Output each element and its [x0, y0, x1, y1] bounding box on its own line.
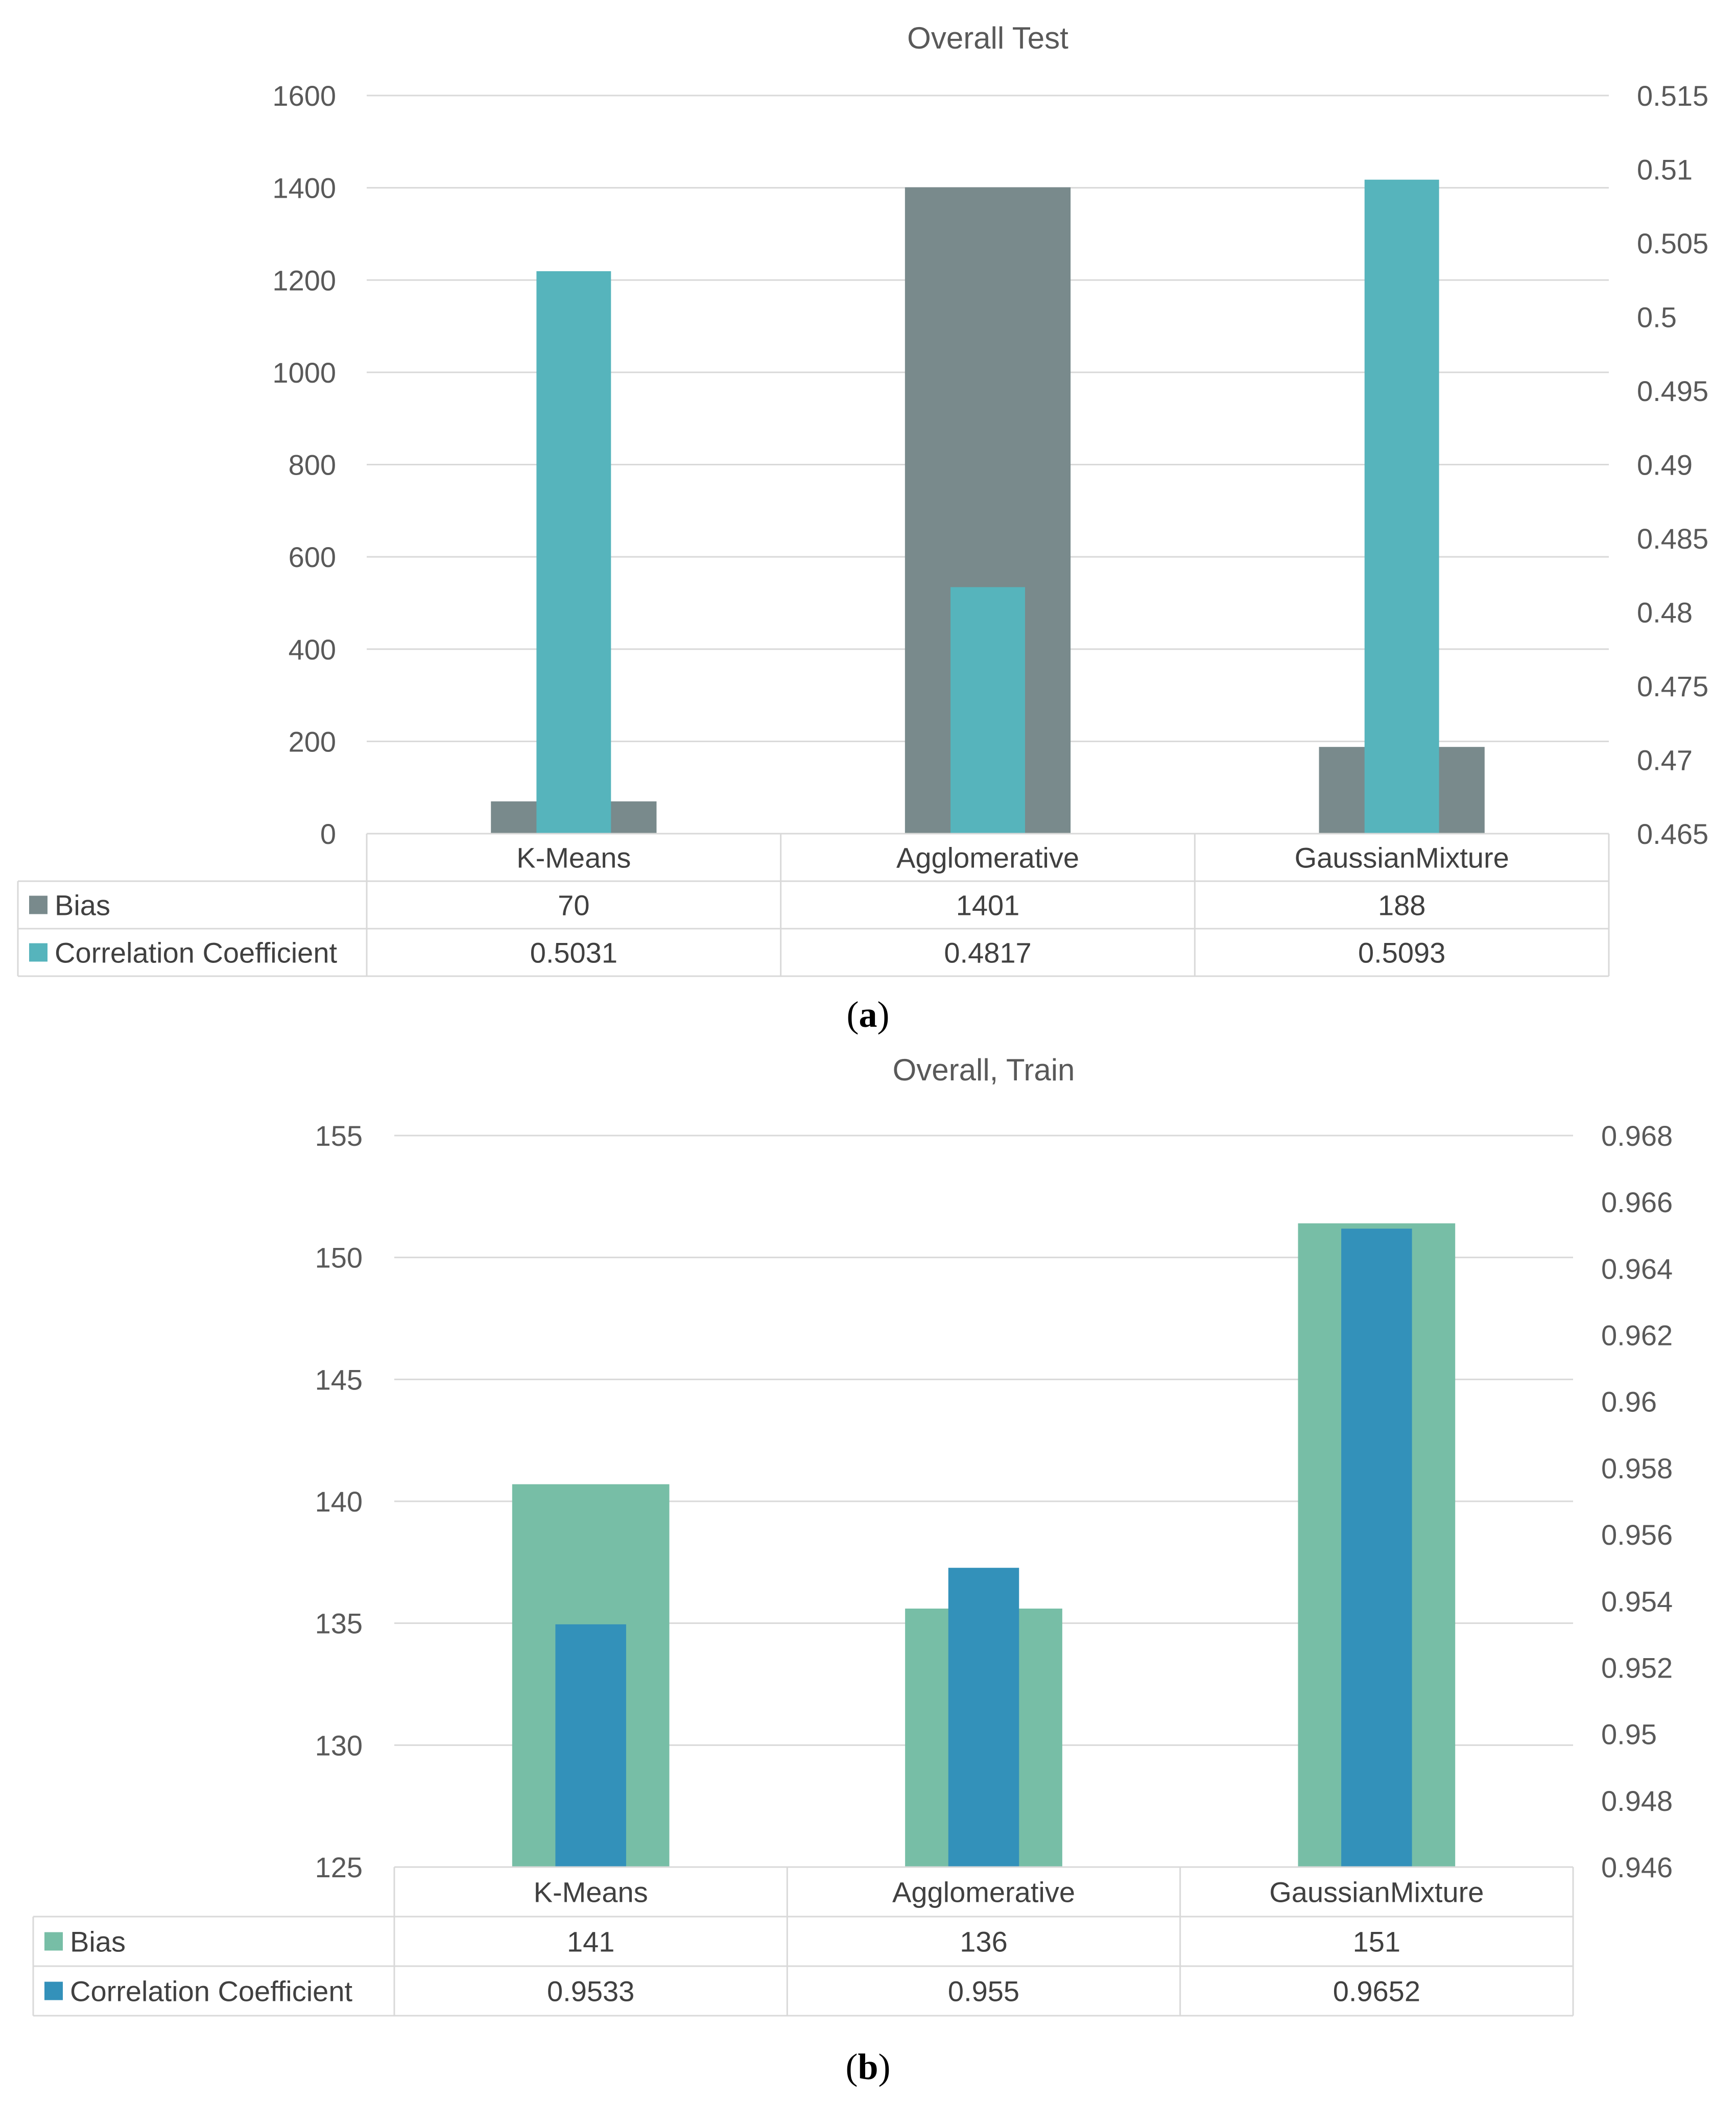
data-value-label: 0.9652: [1333, 1975, 1420, 2008]
right-axis-tick-label: 0.515: [1637, 80, 1708, 112]
data-value-label: 0.5031: [530, 937, 617, 969]
legend-swatch-correlation: [44, 1981, 63, 2000]
chart-b-svg: Overall, Train 125 130 135 140 145 150 155 0.946…: [32, 1053, 1673, 2017]
legend-swatch-bias: [29, 895, 47, 914]
data-value-label: 151: [1353, 1926, 1400, 1958]
data-value-label: 136: [960, 1926, 1007, 1958]
category-label: K-Means: [516, 842, 631, 874]
data-value-label: 0.955: [948, 1975, 1019, 2008]
caption-a: (a): [846, 994, 890, 1035]
left-axis-tick-label: 155: [315, 1120, 363, 1152]
left-axis-tick-label: 135: [315, 1608, 363, 1640]
caption-b: (b): [845, 2046, 891, 2087]
left-axis-tick-label: 1600: [272, 80, 336, 112]
category-label: GaussianMixture: [1295, 842, 1509, 874]
right-axis-tick-label: 0.5: [1637, 301, 1677, 334]
right-axis-tick-label: 0.954: [1601, 1585, 1673, 1617]
left-axis-tick-label: 0: [320, 818, 336, 850]
category-label: Agglomerative: [892, 1876, 1075, 1908]
left-axis-tick-label: 145: [315, 1363, 363, 1396]
right-axis-tick-label: 0.47: [1637, 744, 1693, 776]
left-axis-tick-label: 1000: [272, 357, 336, 389]
caption-b-letter: b: [858, 2046, 878, 2087]
right-axis-tick-label: 0.952: [1601, 1651, 1673, 1684]
left-axis-tick-label: 200: [289, 725, 336, 758]
legend-swatch-bias: [44, 1932, 63, 1951]
data-value-label: 70: [558, 889, 589, 922]
legend-label: Bias: [70, 1926, 126, 1958]
right-axis-tick-label: 0.966: [1601, 1186, 1673, 1218]
right-axis-tick-label: 0.964: [1601, 1253, 1673, 1285]
left-axis-tick-label: 600: [289, 541, 336, 573]
chart-a-title: Overall Test: [907, 21, 1068, 55]
caption-a-letter: a: [859, 994, 877, 1035]
data-value-label: 0.9533: [547, 1975, 634, 2008]
legend-swatch-correlation: [29, 943, 47, 962]
category-label: K-Means: [534, 1876, 648, 1908]
left-axis-tick-label: 130: [315, 1729, 363, 1761]
data-value-label: 1401: [956, 889, 1020, 922]
bar-correlation-gaussianmixture: [1364, 179, 1439, 834]
left-axis-tick-label: 150: [315, 1242, 363, 1274]
right-axis-tick-label: 0.962: [1601, 1319, 1673, 1352]
chart-a-svg: Overall Test 0 200 400 600 800 1000 1200 1400 160…: [17, 21, 1708, 977]
bar-correlation-k-means: [536, 271, 611, 834]
right-axis-tick-label: 0.956: [1601, 1519, 1673, 1551]
left-axis-tick-label: 1400: [272, 172, 336, 204]
right-axis-tick-label: 0.475: [1637, 670, 1708, 702]
bar-correlation-agglomerative: [950, 587, 1025, 834]
bar-correlation-k-means: [555, 1624, 626, 1867]
right-axis-tick-label: 0.485: [1637, 523, 1708, 555]
right-axis-tick-label: 0.48: [1637, 597, 1693, 629]
right-axis-tick-label: 0.968: [1601, 1120, 1673, 1152]
right-axis-tick-label: 0.495: [1637, 375, 1708, 407]
right-axis-tick-label: 0.49: [1637, 449, 1693, 481]
right-axis-tick-label: 0.948: [1601, 1785, 1673, 1817]
category-label: GaussianMixture: [1269, 1876, 1484, 1908]
right-axis-tick-label: 0.95: [1601, 1718, 1657, 1751]
right-axis-tick-label: 0.465: [1637, 818, 1708, 850]
legend-label: Bias: [55, 889, 110, 922]
chart-panel-b: Overall, Train 125 130 135 140 145 150 155 0.946…: [0, 1045, 1736, 2101]
data-value-label: 188: [1378, 889, 1425, 922]
left-axis-tick-label: 1200: [272, 264, 336, 296]
category-label: Agglomerative: [896, 842, 1079, 874]
data-value-label: 0.5093: [1358, 937, 1445, 969]
legend-label: Correlation Coefficient: [70, 1975, 352, 2008]
right-axis-tick-label: 0.505: [1637, 227, 1708, 259]
left-axis-tick-label: 800: [289, 449, 336, 481]
bar-correlation-gaussianmixture: [1341, 1229, 1412, 1867]
left-axis-tick-label: 125: [315, 1851, 363, 1883]
right-axis-tick-label: 0.958: [1601, 1452, 1673, 1484]
data-value-label: 141: [567, 1926, 614, 1958]
legend-label: Correlation Coefficient: [55, 937, 337, 969]
chart-b-title: Overall, Train: [893, 1053, 1075, 1087]
chart-panel-a: Overall Test 0 200 400 600 800 1000 1200 1400 160…: [0, 0, 1736, 1045]
right-axis-tick-label: 0.96: [1601, 1386, 1657, 1418]
left-axis-tick-label: 140: [315, 1485, 363, 1518]
right-axis-tick-label: 0.946: [1601, 1851, 1673, 1883]
right-axis-tick-label: 0.51: [1637, 154, 1693, 186]
left-axis-tick-label: 400: [289, 633, 336, 666]
data-value-label: 0.4817: [944, 937, 1031, 969]
bar-correlation-agglomerative: [948, 1568, 1019, 1867]
